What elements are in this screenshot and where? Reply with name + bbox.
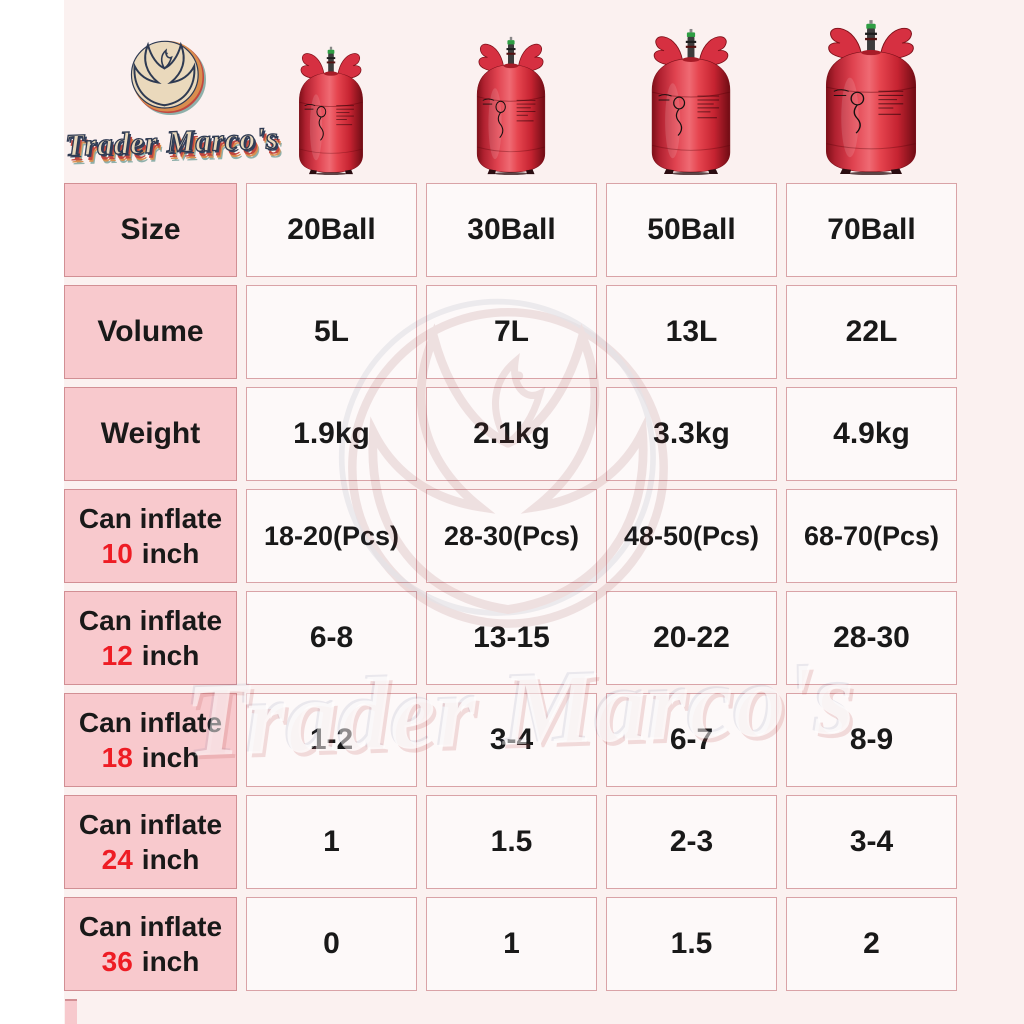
table-cell: 50Ball (606, 183, 777, 277)
helium-tank-70ball (809, 18, 933, 175)
inch-unit: inch (141, 844, 200, 875)
helium-tank-50ball (637, 27, 745, 175)
spec-table: Size 20Ball 30Ball 50Ball 70Ball Volume … (64, 183, 957, 991)
table-cell: 70Ball (786, 183, 957, 277)
row-header-inflate-36: Can inflate 36 inch (64, 897, 237, 991)
table-cell: 3-4 (786, 795, 957, 889)
row-header-label: Weight (100, 417, 201, 451)
row-header-line2: 18 inch (102, 740, 200, 775)
table-cell: 2-3 (606, 795, 777, 889)
row-header-label: Volume (97, 315, 204, 349)
row-header-inflate-10: Can inflate 10 inch (64, 489, 237, 583)
row-header-line1: Can inflate (78, 605, 223, 636)
table-cell: 28-30(Pcs) (426, 489, 597, 583)
row-header-line2: 36 inch (102, 944, 200, 979)
helium-tank-30ball (464, 35, 558, 175)
table-cell: 48-50(Pcs) (606, 489, 777, 583)
inch-number: 10 (101, 538, 133, 569)
table-cell: 1.9kg (246, 387, 417, 481)
table-cell: 8-9 (786, 693, 957, 787)
table-cell: 2 (786, 897, 957, 991)
table-cell: 13-15 (426, 591, 597, 685)
inch-number: 12 (101, 640, 133, 671)
row-header-inflate-18: Can inflate 18 inch (64, 693, 237, 787)
table-cell: 20Ball (246, 183, 417, 277)
row-header-line2: 24 inch (102, 842, 200, 877)
row-header-volume: Volume (64, 285, 237, 379)
table-cell: 6-7 (606, 693, 777, 787)
row-header-inflate-24: Can inflate 24 inch (64, 795, 237, 889)
inch-number: 18 (101, 742, 133, 773)
row-header-line1: Can inflate (78, 911, 223, 942)
row-header-line2: 12 inch (102, 638, 200, 673)
inch-unit: inch (141, 742, 200, 773)
row-header-line2: 10 inch (102, 536, 200, 571)
inch-number: 36 (101, 946, 133, 977)
table-cell: 68-70(Pcs) (786, 489, 957, 583)
cropped-row-fragment (65, 999, 77, 1024)
table-cell: 7L (426, 285, 597, 379)
table-cell: 20-22 (606, 591, 777, 685)
inch-number: 24 (101, 844, 133, 875)
table-cell: 1 (246, 795, 417, 889)
brand-name: Trader Marco's (64, 120, 280, 164)
table-cell: 5L (246, 285, 417, 379)
phoenix-emblem-icon (130, 40, 207, 116)
table-cell: 18-20(Pcs) (246, 489, 417, 583)
table-cell: 3-4 (426, 693, 597, 787)
table-cell: 28-30 (786, 591, 957, 685)
table-cell: 1.5 (426, 795, 597, 889)
table-cell: 1 (426, 897, 597, 991)
row-header-size: Size (64, 183, 237, 277)
row-header-line1: Can inflate (78, 503, 223, 534)
table-cell: 1.5 (606, 897, 777, 991)
table-cell: 22L (786, 285, 957, 379)
inch-unit: inch (141, 538, 200, 569)
row-header-weight: Weight (64, 387, 237, 481)
row-header-inflate-12: Can inflate 12 inch (64, 591, 237, 685)
table-cell: 13L (606, 285, 777, 379)
row-header-label: Size (120, 213, 181, 247)
brand-logo: Trader Marco's (62, 22, 282, 182)
table-cell: 0 (246, 897, 417, 991)
table-cell: 4.9kg (786, 387, 957, 481)
table-cell: 30Ball (426, 183, 597, 277)
inch-unit: inch (141, 640, 200, 671)
helium-tank-20ball (287, 45, 375, 175)
table-cell: 3.3kg (606, 387, 777, 481)
table-cell: 1-2 (246, 693, 417, 787)
inch-unit: inch (141, 946, 200, 977)
row-header-line1: Can inflate (78, 809, 223, 840)
row-header-line1: Can inflate (78, 707, 223, 738)
table-cell: 2.1kg (426, 387, 597, 481)
table-cell: 6-8 (246, 591, 417, 685)
